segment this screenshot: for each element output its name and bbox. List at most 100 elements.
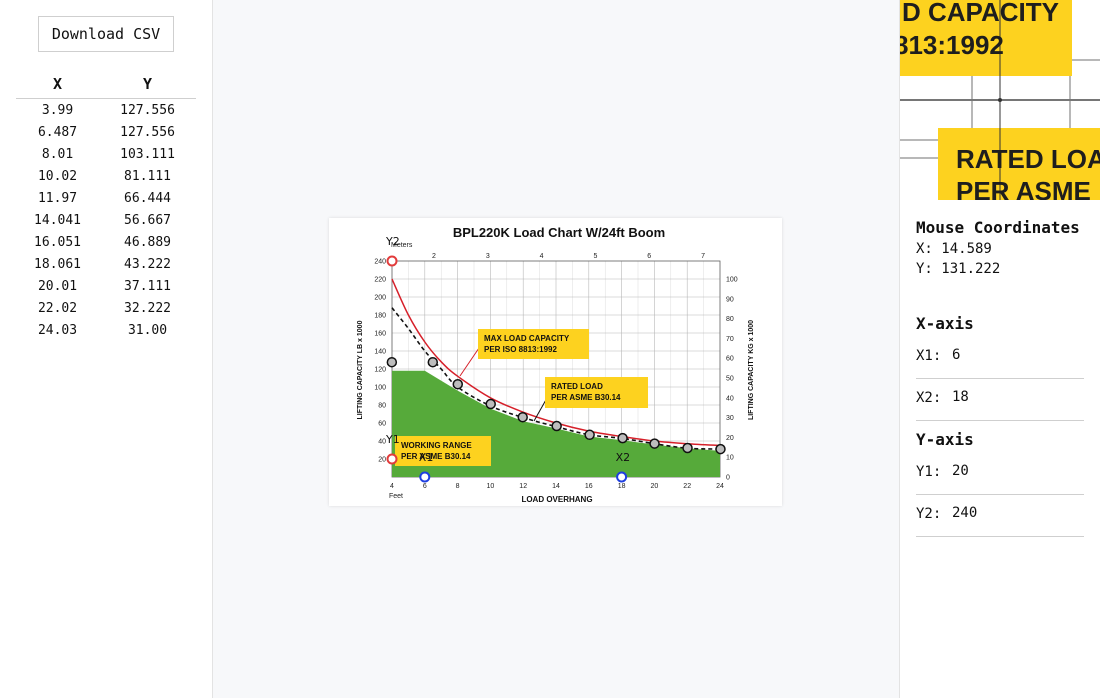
y2-input[interactable] [952,505,1072,521]
magnifier-text-line1: D CAPACITY [902,0,1059,27]
x2-marker-label: X2 [616,451,631,464]
y-tick-label: 180 [374,313,386,320]
x1-input[interactable] [952,347,1072,363]
left-axis-title: LIFTING CAPACITY LB x 1000 [357,320,364,419]
rated-load-callout-text: RATED LOAD [551,382,603,391]
working-range-callout-box [395,436,491,466]
x1-marker-label: X1 [419,451,434,464]
x1-calibration-marker [419,471,431,483]
y-tick-label: 220 [374,277,386,284]
x2-label: X2: [916,390,942,406]
x-tick-label: 24 [716,483,724,490]
x-tick-label: 20 [651,483,659,490]
cell-y: 127.556 [120,102,175,118]
magnifier-view: D CAPACITY 813:1992 RATED LOA PER ASME [900,0,1100,200]
meter-tick-label: 3 [486,253,490,260]
cell-x: 22.02 [37,300,78,316]
x2-input[interactable] [952,389,1072,405]
y1-input[interactable] [952,463,1072,479]
y-tick-label: 200 [374,295,386,302]
data-point-marker [584,429,595,441]
x-tick-label: 12 [519,483,527,490]
image-workspace[interactable]: BPL220K Load Chart W/24ft Boom Meters Fe… [213,0,900,698]
kg-tick-label: 90 [726,296,734,303]
y-axis-section-title: Y-axis [916,430,974,449]
cell-y: 46.889 [124,234,172,250]
magnifier-text-line2: 813:1992 [900,30,1004,60]
data-point-marker [551,420,562,432]
x-axis-title: LOAD OVERHANG [521,495,592,504]
x2-calibration-marker [616,471,628,483]
meter-tick-label: 7 [701,253,705,260]
table-row: 18.061 43.222 [16,253,196,275]
y-tick-label: 240 [374,259,386,266]
right-axis-title: LIFTING CAPACITY KG x 1000 [748,320,755,420]
kg-tick-label: 100 [726,277,738,284]
data-point-marker [649,438,660,449]
cell-y: 66.444 [124,190,172,206]
x-tick-label: 10 [487,483,495,490]
mouse-y-readout: Y: 131.222 [916,261,1001,277]
y2-label: Y2: [916,506,942,522]
kg-tick-label: 20 [726,435,734,442]
magnifier-background [900,0,1100,200]
kg-tick-label: 70 [726,336,734,343]
chart-image[interactable]: BPL220K Load Chart W/24ft Boom Meters Fe… [329,218,782,506]
table-body: 3.99 127.556 6.487 127.556 8.01 103.111 10.02 8… [16,99,196,342]
y2-marker-label: Y2 [385,235,400,248]
table-row: 11.97 66.444 [16,187,196,209]
meter-tick-label: 2 [432,253,436,260]
cell-y: 32.222 [124,300,172,316]
cell-y: 43.222 [124,256,172,272]
working-range-callout-text: PER ASME B30.14 [401,452,471,461]
y1-calibration-marker [386,453,398,465]
rated-load-callout-text: PER ASME B30.14 [551,393,621,402]
working-range-callout-text: WORKING RANGE [401,441,472,450]
y2-field-row: Y2: [916,496,1084,537]
data-point-marker [386,356,398,368]
rated-load-callout-box [545,377,648,408]
cell-x: 24.03 [37,322,78,338]
y1-label: Y1: [916,464,942,480]
data-point-marker [452,378,464,390]
data-point-marker [517,411,528,423]
meter-tick-label: 4 [540,253,544,260]
y-tick-label: 100 [374,385,386,392]
download-csv-button[interactable]: Download CSV [38,16,174,52]
x-tick-label: 22 [683,483,691,490]
kg-tick-label: 0 [726,475,730,482]
kg-tick-label: 50 [726,376,734,383]
cell-x: 8.01 [41,146,74,162]
y-tick-label: 60 [378,421,386,428]
kg-tick-label: 60 [726,356,734,363]
kg-tick-label: 80 [726,316,734,323]
data-panel: Download CSV X Y 3.99 127.556 6.487 127.556… [0,0,213,698]
max-capacity-callout-text: PER ISO 8813:1992 [484,345,557,354]
max-capacity-callout-text: MAX LOAD CAPACITY [484,334,570,343]
table-row: 16.051 46.889 [16,231,196,253]
control-panel: D CAPACITY 813:1992 RATED LOA PER ASME M… [900,0,1100,698]
x-tick-label: 8 [456,483,460,490]
x2-field-row: X2: [916,380,1084,421]
y-tick-label: 160 [374,331,386,338]
table-row: 24.03 31.00 [16,319,196,341]
points-table: X Y 3.99 127.556 6.487 127.556 8.01 103.111 10… [16,70,196,341]
data-point-marker [617,432,628,444]
cell-x: 14.041 [34,212,82,228]
kg-tick-label: 30 [726,415,734,422]
column-header-y: Y [99,70,196,99]
y-tick-label: 40 [378,439,386,446]
meter-tick-label: 6 [647,253,651,260]
data-point-marker [715,443,726,455]
x-tick-label: 16 [585,483,593,490]
table-row: 14.041 56.667 [16,209,196,231]
table-row: 6.487 127.556 [16,121,196,143]
table-header-row: X Y [16,70,196,99]
cell-x: 11.97 [37,190,78,206]
load-chart-svg[interactable]: BPL220K Load Chart W/24ft Boom Meters Fe… [329,218,782,506]
cell-x: 20.01 [37,278,78,294]
magnifier-text-line3: RATED LOA [956,144,1100,174]
y-tick-label: 140 [374,349,386,356]
mouse-x-readout: X: 14.589 [916,241,992,257]
cell-x: 6.487 [37,124,78,140]
